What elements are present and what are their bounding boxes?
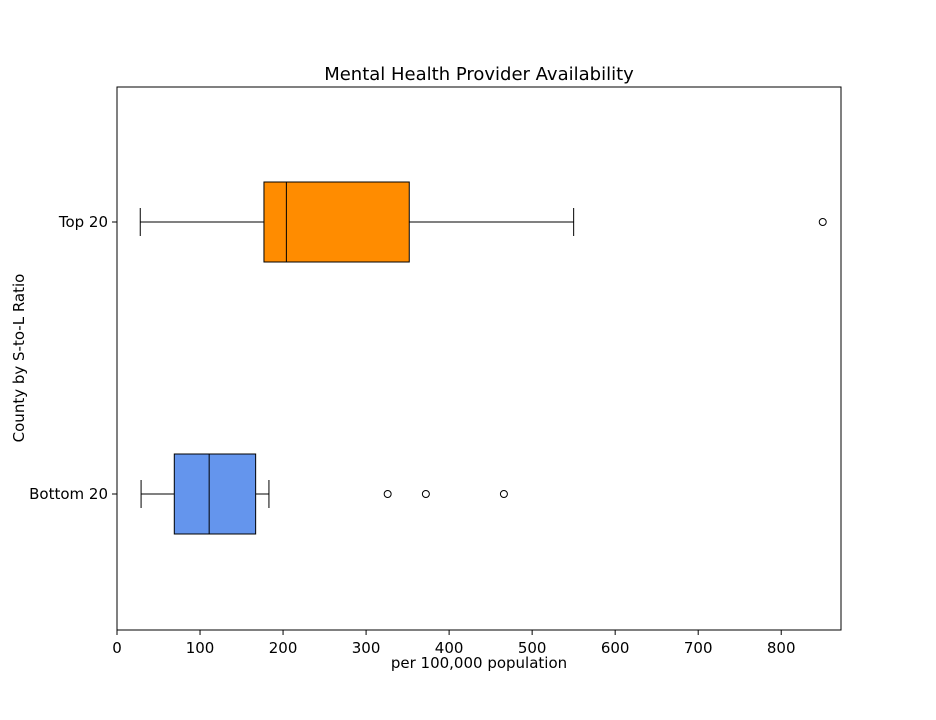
x-tick-label: 0 xyxy=(112,639,122,657)
outlier-point-bottom-20 xyxy=(421,490,430,498)
x-tick-label: 300 xyxy=(352,639,381,657)
x-axis-label: per 100,000 population xyxy=(391,654,567,672)
boxplot-marks xyxy=(139,181,827,535)
x-tick-label: 500 xyxy=(518,639,547,657)
y-tick-label: Top 20 xyxy=(58,213,108,231)
x-tick-label: 200 xyxy=(269,639,298,657)
y-axis-ticks: Bottom 20 Top 20 xyxy=(29,213,117,503)
x-tick-label: 600 xyxy=(601,639,630,657)
x-tick-label: 400 xyxy=(435,639,464,657)
x-tick-label: 700 xyxy=(684,639,713,657)
outlier-point-bottom-20 xyxy=(383,490,392,498)
iqr-box-top-20 xyxy=(263,181,410,263)
iqr-box-bottom-20 xyxy=(173,453,257,535)
x-tick-label: 100 xyxy=(186,639,215,657)
box-bottom-20 xyxy=(140,453,508,535)
y-tick-label: Bottom 20 xyxy=(29,485,108,503)
plot-area-frame xyxy=(116,86,842,631)
chart-title: Mental Health Provider Availability xyxy=(324,64,634,85)
y-axis-label: County by S-to-L Ratio xyxy=(10,274,28,443)
outlier-point-top-20 xyxy=(818,218,827,226)
x-tick-label: 800 xyxy=(767,639,796,657)
outlier-point-bottom-20 xyxy=(499,490,508,498)
x-axis-ticks: 0 100 200 300 400 500 600 700 800 xyxy=(112,630,796,657)
box-top-20 xyxy=(139,181,827,263)
